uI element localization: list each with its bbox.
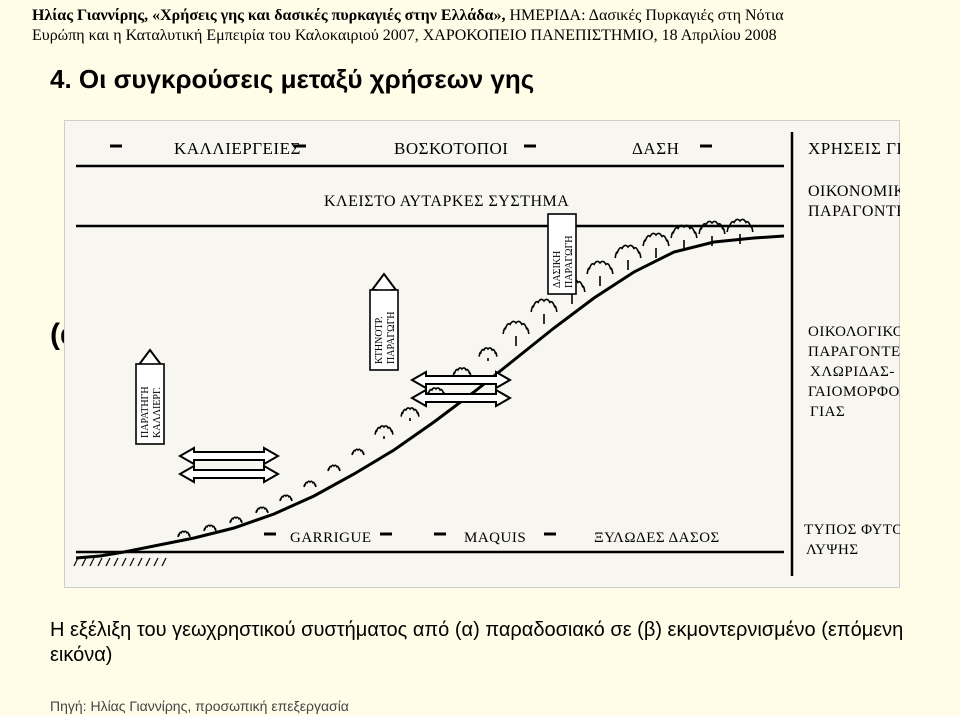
svg-text:ΚΤΗΝΟΤΡ.: ΚΤΗΝΟΤΡ.: [374, 316, 385, 364]
figure-caption: Η εξέλιξη του γεωχρηστικού συστήματος απ…: [50, 618, 910, 668]
svg-text:ΛΥΨΗΣ: ΛΥΨΗΣ: [806, 542, 859, 558]
figure-source: Πηγή: Ηλίας Γιαννίρης, προσωπική επεξεργ…: [50, 698, 349, 714]
figure-svg: ΠΑΡΑΤΗΓΗΚΑΛΛΙΕΡΓ.ΚΤΗΝΟΤΡ.ΠΑΡΑΓΩΓΗΔΑΣΙΚΗΠ…: [64, 120, 900, 588]
svg-text:ΧΛΩΡΙΔΑΣ-: ΧΛΩΡΙΔΑΣ-: [810, 364, 895, 380]
svg-text:ΒΟΣΚΟΤΟΠΟΙ: ΒΟΣΚΟΤΟΠΟΙ: [394, 139, 508, 158]
svg-text:ΧΡΗΣΕΙΣ ΓΗΣ: ΧΡΗΣΕΙΣ ΓΗΣ: [808, 139, 900, 158]
author: Ηλίας Γιαννίρης,: [32, 7, 148, 24]
svg-text:ΓΙΑΣ: ΓΙΑΣ: [810, 404, 845, 420]
svg-text:ΤΥΠΟΣ ΦΥΤΟΚΑ-: ΤΥΠΟΣ ΦΥΤΟΚΑ-: [804, 522, 900, 538]
svg-text:ΚΑΛΛΙΕΡΓ.: ΚΑΛΛΙΕΡΓ.: [152, 387, 163, 438]
svg-text:ΠΑΡΑΤΗΓΗ: ΠΑΡΑΤΗΓΗ: [140, 386, 151, 438]
conference: ΗΜΕΡΙΔΑ: Δασικές Πυρκαγιές στη Νότια: [509, 7, 783, 24]
talk-title: «Χρήσεις γης και δασικές πυρκαγιές στην …: [152, 7, 505, 24]
slide-header: Ηλίας Γιαννίρης, «Χρήσεις γης και δασικέ…: [0, 0, 960, 46]
svg-text:ΚΛΕΙΣΤΟ ΑΥΤΑΡΚΕΣ ΣΥΣΤΗΜΑ: ΚΛΕΙΣΤΟ ΑΥΤΑΡΚΕΣ ΣΥΣΤΗΜΑ: [324, 193, 569, 210]
svg-text:ΠΑΡΑΓΩΓΗ: ΠΑΡΑΓΩΓΗ: [386, 311, 397, 364]
svg-text:ΟΙΚΟΛΟΓΙΚΟΙ: ΟΙΚΟΛΟΓΙΚΟΙ: [808, 324, 900, 340]
svg-text:ΔΑΣΗ: ΔΑΣΗ: [632, 139, 679, 158]
svg-text:ΚΑΛΛΙΕΡΓΕΙΕΣ: ΚΑΛΛΙΕΡΓΕΙΕΣ: [174, 139, 301, 158]
svg-text:ΠΑΡΑΓΟΝΤΕΣ: ΠΑΡΑΓΟΝΤΕΣ: [808, 344, 900, 360]
svg-text:ΔΑΣΙΚΗ: ΔΑΣΙΚΗ: [552, 251, 563, 288]
svg-text:ΞΥΛΩΔΕΣ ΔΑΣΟΣ: ΞΥΛΩΔΕΣ ΔΑΣΟΣ: [594, 530, 720, 546]
svg-text:ΠΑΡΑΓΩΓΗ: ΠΑΡΑΓΩΓΗ: [564, 235, 575, 288]
header-line2: Ευρώπη και η Καταλυτική Εμπειρία του Καλ…: [32, 27, 777, 44]
section-title: 4. Οι συγκρούσεις μεταξύ χρήσεων γης: [0, 46, 960, 95]
svg-text:MAQUIS: MAQUIS: [464, 530, 526, 546]
svg-text:GARRIGUE: GARRIGUE: [290, 530, 372, 546]
figure: ΠΑΡΑΤΗΓΗΚΑΛΛΙΕΡΓ.ΚΤΗΝΟΤΡ.ΠΑΡΑΓΩΓΗΔΑΣΙΚΗΠ…: [64, 120, 900, 588]
svg-text:ΠΑΡΑΓΟΝΤΕΣ: ΠΑΡΑΓΟΝΤΕΣ: [808, 203, 900, 220]
svg-text:ΟΙΚΟΝΟΜΙΚΟΙ: ΟΙΚΟΝΟΜΙΚΟΙ: [808, 183, 900, 200]
svg-text:ΓΑΙΟΜΟΡΦΟΛΟ-: ΓΑΙΟΜΟΡΦΟΛΟ-: [808, 384, 900, 400]
